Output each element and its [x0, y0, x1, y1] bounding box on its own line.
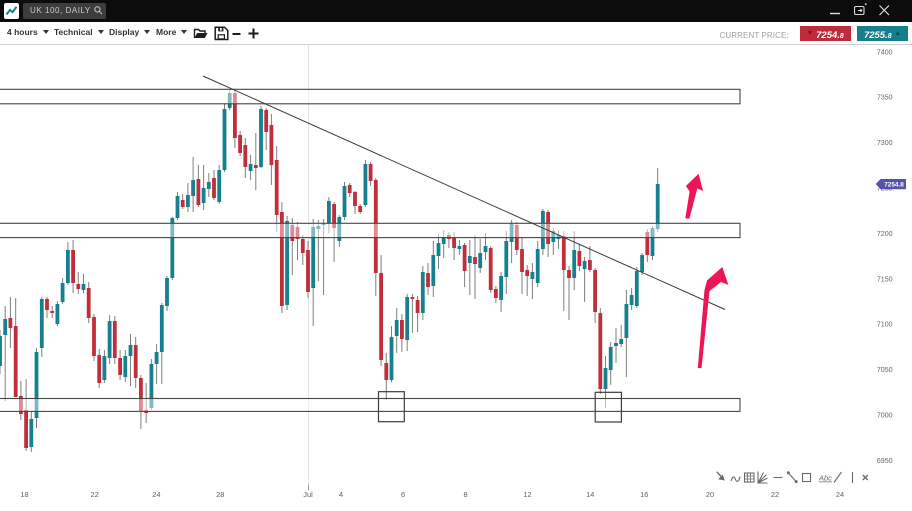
- svg-text:7300: 7300: [877, 139, 893, 147]
- svg-text:7200: 7200: [877, 230, 893, 238]
- svg-text:4: 4: [339, 490, 343, 499]
- svg-text:7150: 7150: [877, 275, 893, 283]
- svg-text:24: 24: [836, 490, 844, 499]
- svg-text:20: 20: [706, 490, 714, 499]
- svg-text:6950: 6950: [877, 457, 893, 465]
- svg-text:18: 18: [20, 490, 28, 499]
- svg-text:14: 14: [586, 490, 594, 499]
- svg-text:7400: 7400: [877, 48, 893, 56]
- svg-text:7254.8: 7254.8: [884, 182, 904, 189]
- svg-text:7050: 7050: [877, 366, 893, 374]
- svg-text:Jul: Jul: [303, 490, 313, 499]
- svg-text:22: 22: [771, 490, 779, 499]
- svg-text:28: 28: [216, 490, 224, 499]
- svg-text:7350: 7350: [877, 94, 893, 102]
- svg-text:24: 24: [152, 490, 160, 499]
- svg-text:Abc: Abc: [818, 474, 832, 483]
- svg-text:7100: 7100: [877, 321, 893, 329]
- svg-text:16: 16: [640, 490, 648, 499]
- svg-text:8: 8: [463, 490, 467, 499]
- svg-text:12: 12: [523, 490, 531, 499]
- svg-text:6: 6: [401, 490, 405, 499]
- svg-text:7000: 7000: [877, 412, 893, 420]
- svg-text:22: 22: [90, 490, 98, 499]
